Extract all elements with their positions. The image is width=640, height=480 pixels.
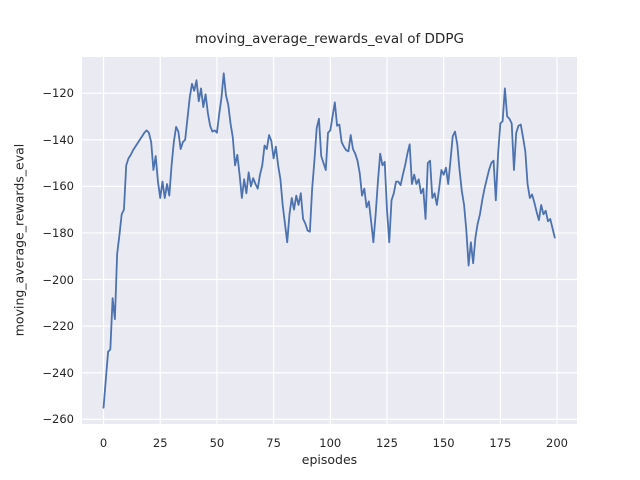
x-tick-label: 150 [432, 436, 455, 450]
y-tick-label: −200 [42, 272, 74, 287]
y-tick-label: −240 [42, 365, 74, 380]
y-tick-label: −220 [42, 319, 74, 334]
x-tick-label: 25 [152, 436, 168, 450]
x-tick-label: 50 [209, 436, 225, 450]
y-tick-label: −120 [42, 86, 74, 101]
x-tick-label: 100 [319, 436, 342, 450]
x-tick-label: 175 [489, 436, 512, 450]
y-tick-label: −140 [42, 132, 74, 147]
data-line [102, 72, 556, 409]
chart-canvas [82, 57, 577, 424]
y-axis-label: moving_average_rewards_eval [11, 143, 27, 337]
x-tick-label: 75 [266, 436, 281, 450]
x-tick-label: 125 [375, 436, 398, 450]
x-axis-label: episodes [301, 452, 358, 467]
chart-title: moving_average_rewards_eval of DDPG [195, 31, 464, 47]
x-tick-label: 0 [99, 436, 108, 450]
x-tick-label: 200 [546, 436, 568, 450]
y-tick-label: −160 [42, 179, 74, 194]
plot-area [82, 57, 577, 424]
y-tick-label: −260 [42, 412, 74, 427]
y-tick-label: −180 [42, 225, 74, 240]
